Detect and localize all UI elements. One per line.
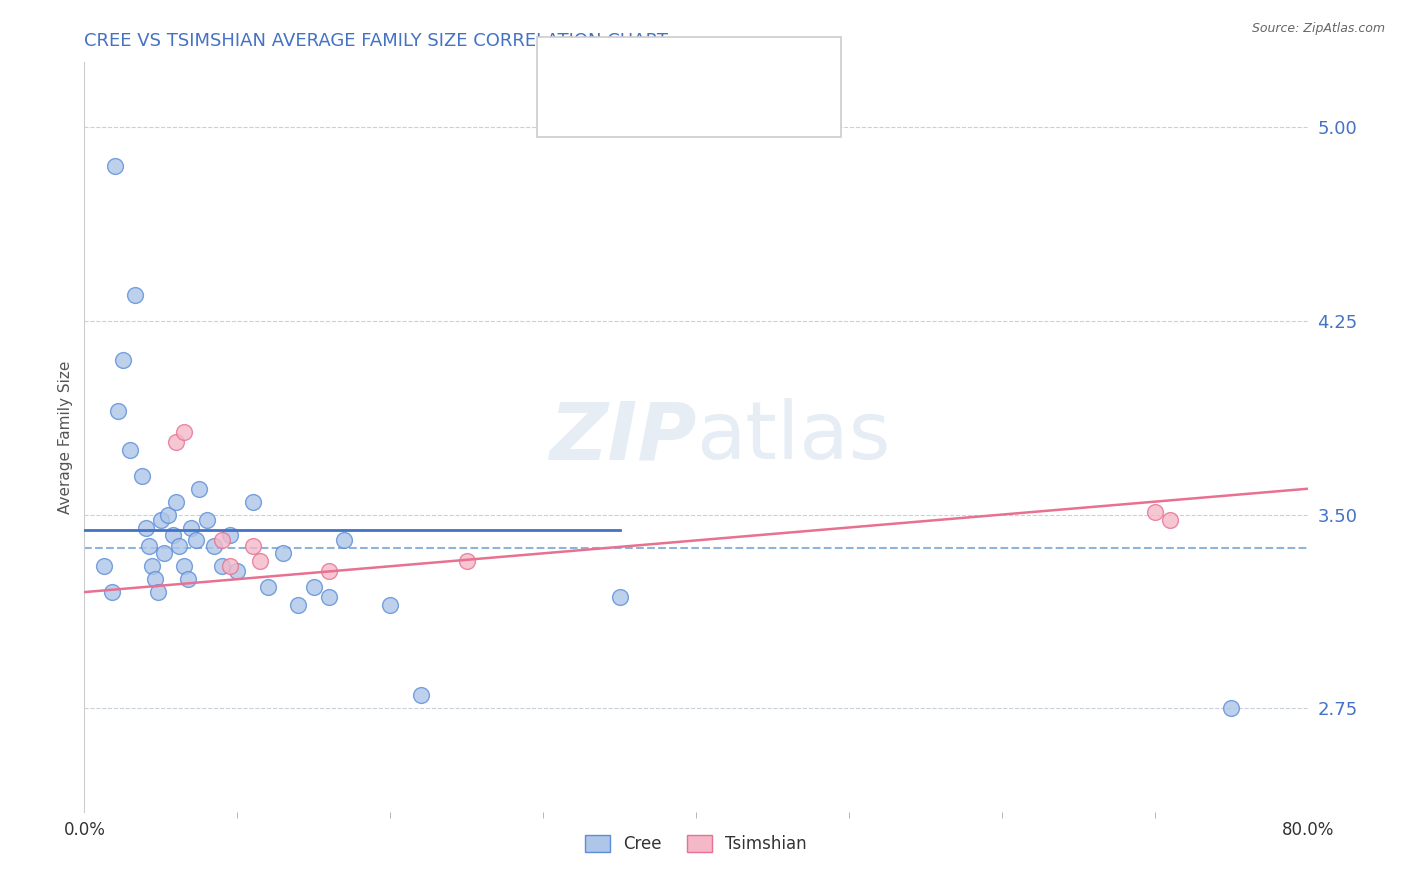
Text: ZIP: ZIP: [548, 398, 696, 476]
Text: 0.455: 0.455: [658, 98, 714, 117]
Point: [124, 288, 146, 302]
Point: [195, 513, 218, 527]
Text: N =: N =: [735, 54, 769, 71]
Point: [180, 520, 202, 534]
Point: [249, 554, 271, 568]
Point: [218, 528, 240, 542]
Point: [456, 554, 478, 568]
Point: [111, 352, 134, 367]
Legend: Cree, Tsimshian: Cree, Tsimshian: [578, 828, 814, 860]
Point: [333, 533, 356, 548]
Point: [211, 559, 233, 574]
Point: [202, 539, 225, 553]
Point: [131, 468, 153, 483]
Text: 40: 40: [787, 54, 813, 71]
Text: atlas: atlas: [696, 398, 890, 476]
Point: [107, 404, 129, 418]
Point: [318, 565, 340, 579]
Point: [153, 546, 176, 560]
Point: [257, 580, 280, 594]
Point: [141, 559, 163, 574]
Point: [211, 533, 233, 548]
Point: [138, 539, 160, 553]
Point: [218, 559, 240, 574]
Point: [1143, 505, 1166, 519]
Point: [242, 494, 264, 508]
Point: [188, 482, 211, 496]
Point: [184, 533, 207, 548]
Point: [226, 565, 249, 579]
Point: [165, 494, 187, 508]
Point: [173, 559, 195, 574]
Point: [165, 435, 187, 450]
FancyBboxPatch shape: [537, 37, 841, 137]
Point: [149, 513, 172, 527]
Text: -0.001: -0.001: [658, 54, 723, 71]
Point: [143, 572, 166, 586]
Point: [157, 508, 180, 522]
Y-axis label: Average Family Size: Average Family Size: [58, 360, 73, 514]
Text: R =: R =: [596, 98, 630, 117]
Point: [287, 598, 309, 612]
Text: CREE VS TSIMSHIAN AVERAGE FAMILY SIZE CORRELATION CHART: CREE VS TSIMSHIAN AVERAGE FAMILY SIZE CO…: [84, 32, 668, 50]
Point: [409, 689, 432, 703]
Point: [609, 591, 631, 605]
Point: [302, 580, 325, 594]
Point: [120, 442, 142, 457]
Point: [93, 559, 115, 574]
FancyBboxPatch shape: [547, 91, 586, 126]
FancyBboxPatch shape: [547, 45, 586, 79]
Point: [104, 159, 127, 173]
Point: [242, 539, 264, 553]
Point: [162, 528, 184, 542]
Text: R =: R =: [596, 54, 630, 71]
Point: [167, 539, 190, 553]
Point: [271, 546, 294, 560]
Point: [380, 598, 402, 612]
Text: N =: N =: [735, 98, 769, 117]
Point: [177, 572, 200, 586]
Text: Source: ZipAtlas.com: Source: ZipAtlas.com: [1251, 22, 1385, 36]
Point: [173, 425, 195, 439]
Point: [1159, 513, 1181, 527]
Point: [146, 585, 169, 599]
Point: [101, 585, 124, 599]
Text: 15: 15: [787, 98, 813, 117]
Point: [1220, 701, 1243, 715]
Point: [135, 520, 157, 534]
Point: [318, 591, 340, 605]
